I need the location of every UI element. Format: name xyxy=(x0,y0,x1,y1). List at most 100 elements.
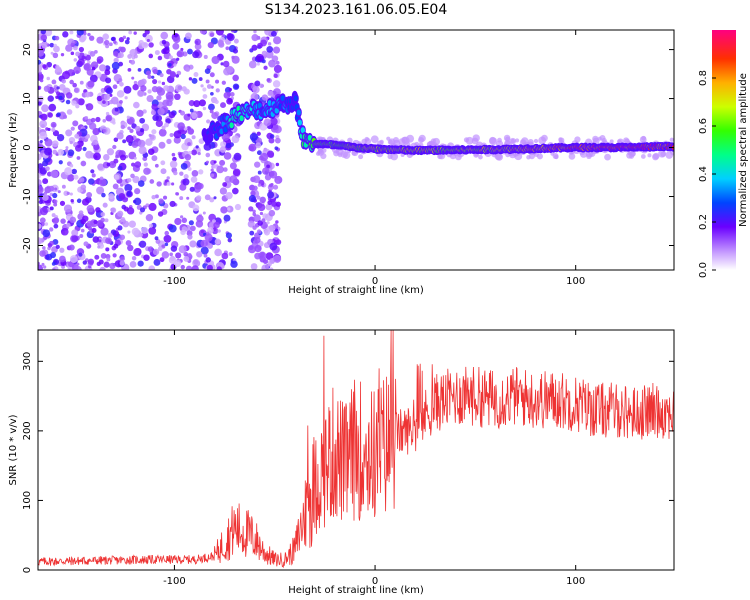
spectrogram-noise-point xyxy=(99,266,106,270)
spectrogram-noise-point xyxy=(214,99,219,104)
spectrogram-noise-point xyxy=(272,80,281,88)
spectrogram-ridge-core xyxy=(280,95,285,102)
spectrogram-noise-point xyxy=(68,244,75,251)
spectrogram-noise-point xyxy=(213,160,217,164)
spectrogram-noise-point xyxy=(51,140,59,148)
spectrogram-ridge-core xyxy=(307,134,313,141)
spectrogram-noise-point xyxy=(133,248,142,257)
colorbar-tick-label: 0.4 xyxy=(698,166,709,182)
spectrogram-noise-point xyxy=(200,246,209,255)
spectrogram-noise-point xyxy=(161,81,166,86)
spectrogram-noise-point xyxy=(114,174,120,180)
spectrogram-noise-point xyxy=(91,227,97,233)
spectrogram-noise-point xyxy=(38,185,44,194)
spectrogram-noise-point xyxy=(175,74,180,78)
spectrogram-noise-point xyxy=(225,232,233,239)
spectrogram-noise-point xyxy=(77,58,85,66)
spectrogram-noise-point xyxy=(78,137,82,142)
spectrogram-halo-point xyxy=(604,153,611,161)
spectrogram-noise-point xyxy=(178,245,187,254)
spectrogram-noise-point xyxy=(71,168,78,175)
spectrogram-noise-point xyxy=(128,30,133,35)
spectrogram-noise-point xyxy=(102,128,107,133)
spectrogram-halo-point xyxy=(658,149,666,158)
spectrogram-noise-point xyxy=(45,166,50,171)
spectrogram-noise-point xyxy=(76,156,81,160)
spectrogram-halo-point xyxy=(465,136,474,145)
spectrogram-noise-point xyxy=(275,239,282,246)
spectrogram-noise-point xyxy=(212,164,218,169)
spectrogram-noise-point xyxy=(234,84,239,89)
spectrogram-noise-point xyxy=(275,220,279,224)
spectrogram-noise-point xyxy=(269,117,278,126)
spectrogram-noise-point xyxy=(46,76,51,81)
spectrogram-noise-point xyxy=(123,206,129,212)
spectrogram-noise-point xyxy=(65,92,73,99)
spectrogram-noise-point xyxy=(157,80,162,84)
spectrogram-noise-point xyxy=(157,108,165,116)
spectrogram-noise-point xyxy=(82,215,89,222)
spectrogram-noise-point xyxy=(189,240,197,248)
spectrogram-noise-point xyxy=(108,193,115,199)
spectrogram-noise-point xyxy=(75,104,80,109)
spectrogram-noise-point xyxy=(52,52,59,59)
spectrogram-noise-point xyxy=(257,42,263,49)
spectrogram-noise-point xyxy=(130,173,135,179)
spectrogram-noise-point xyxy=(83,63,92,71)
spectrogram-noise-point xyxy=(52,267,56,270)
spectrogram-noise-point xyxy=(192,204,200,212)
spectrogram-halo-point xyxy=(503,134,511,142)
spectrogram-halo-point xyxy=(317,147,323,153)
spectrogram-noise-point xyxy=(93,219,98,225)
spectrogram-noise-point xyxy=(105,115,112,122)
spectrogram-noise-point xyxy=(188,77,193,81)
spectrogram-noise-point xyxy=(261,50,268,57)
spectrogram-noise-point xyxy=(229,175,238,184)
spectrogram-noise-point xyxy=(147,246,154,252)
spectrogram-noise-point xyxy=(232,74,239,82)
spectrogram-noise-point xyxy=(143,167,151,175)
spectrogram-noise-point xyxy=(131,162,136,167)
spectrogram-noise-point xyxy=(116,80,120,84)
spectrogram-noise-point xyxy=(127,126,131,131)
spectrogram-noise-point xyxy=(136,109,144,117)
spectrogram-noise-point xyxy=(78,46,85,53)
spectrogram-noise-point xyxy=(47,127,51,132)
spectrogram-noise-point xyxy=(274,146,279,151)
spectrogram-noise-point xyxy=(172,42,180,50)
spectrogram-noise-point xyxy=(274,137,281,144)
spectrogram-noise-point xyxy=(116,132,124,140)
spectrogram-noise-point xyxy=(177,85,182,91)
spectrogram-noise-point xyxy=(49,206,54,211)
spectrogram-noise-point xyxy=(223,91,231,99)
spectrogram-noise-point xyxy=(254,161,261,168)
spectrogram-noise-point xyxy=(53,199,58,204)
spectrogram-halo-point xyxy=(494,152,503,161)
spectrogram-noise-point xyxy=(69,79,74,85)
spectrogram-noise-point xyxy=(114,107,119,112)
spectrogram-noise-point xyxy=(180,133,186,140)
spectrogram-noise-point xyxy=(126,115,131,119)
spectrogram-y-tick-label: 0 xyxy=(22,144,33,150)
spectrogram-noise-point xyxy=(82,260,88,265)
spectrogram-noise-point xyxy=(232,168,241,177)
spectrogram-noise-point xyxy=(187,113,191,117)
spectrogram-noise-point xyxy=(156,181,162,187)
spectrogram-noise-point xyxy=(174,217,182,226)
spectrogram-noise-point xyxy=(53,217,60,224)
spectrogram-noise-point xyxy=(163,182,168,186)
spectrogram-noise-point xyxy=(206,264,213,270)
spectrogram-noise-point xyxy=(145,214,154,222)
spectrogram-noise-point xyxy=(234,203,242,211)
spectrogram-noise-point xyxy=(103,93,111,101)
spectrogram-noise-point xyxy=(119,154,127,161)
spectrogram-noise-point xyxy=(168,111,176,119)
spectrogram-halo-point xyxy=(347,137,353,144)
spectrogram-ridge-core xyxy=(293,95,299,102)
spectrogram-noise-point xyxy=(191,265,199,270)
spectrogram-noise-point xyxy=(96,56,104,63)
spectrogram-noise-point xyxy=(57,148,65,156)
spectrogram-noise-point xyxy=(267,90,274,97)
spectrogram-noise-point xyxy=(40,30,47,35)
